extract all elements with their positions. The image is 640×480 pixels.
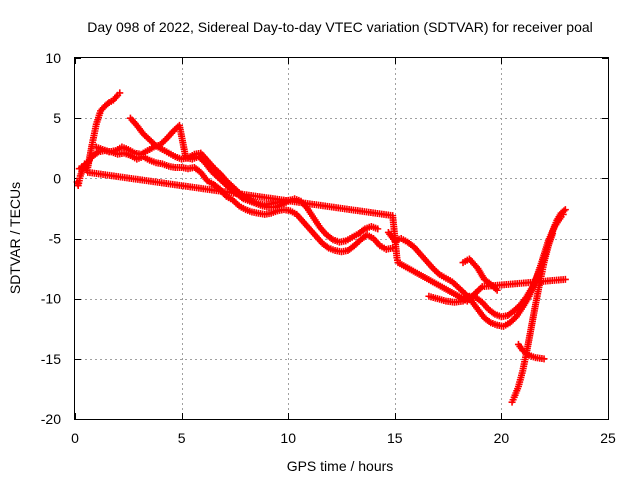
- x-tick-label: 5: [178, 430, 186, 446]
- data-point: [561, 206, 569, 214]
- data-point: [104, 100, 112, 108]
- y-tick-label: -20: [41, 411, 61, 427]
- y-tick-label: 10: [45, 50, 61, 66]
- data-point: [374, 225, 382, 233]
- plot-frame: [74, 57, 609, 420]
- series-track-i: [514, 340, 548, 363]
- axis-ticks: [75, 58, 609, 420]
- series-track-c: [92, 121, 382, 246]
- x-tick-label: 25: [600, 430, 616, 446]
- y-axis-label: SDTVAR / TECUs: [7, 182, 23, 294]
- y-tick-label: -5: [49, 231, 62, 247]
- y-tick-label: 5: [53, 110, 61, 126]
- data-point: [561, 275, 569, 283]
- x-tick-label: 15: [387, 430, 403, 446]
- x-tick-label: 20: [494, 430, 510, 446]
- y-tick-label: 0: [53, 170, 61, 186]
- x-tick-label: 0: [71, 430, 79, 446]
- data-point: [560, 207, 568, 215]
- x-axis-label: GPS time / hours: [287, 458, 394, 474]
- series-scattered: [73, 160, 569, 305]
- y-tick-label: -15: [41, 351, 61, 367]
- chart-title: Day 098 of 2022, Sidereal Day-to-day VTE…: [87, 19, 593, 35]
- data-point: [116, 89, 124, 97]
- series-track-h: [508, 206, 569, 406]
- y-tick-label: -10: [41, 291, 61, 307]
- data-points: [73, 89, 569, 406]
- data-point: [540, 355, 548, 363]
- series-track-g: [459, 255, 501, 294]
- tick-labels: 0 5 10 15 20 25 10 5 0 -5 -10 -15 -20: [41, 50, 616, 446]
- x-tick-label: 10: [280, 430, 296, 446]
